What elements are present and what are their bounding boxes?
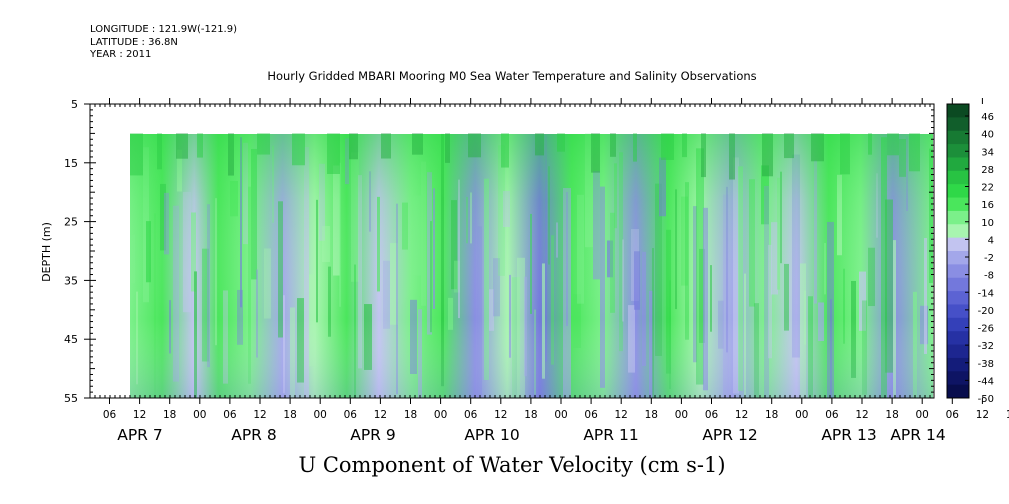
colorbar-swatch: [947, 104, 969, 118]
y-tick-label: 45: [64, 333, 78, 346]
colorbar-swatch: [947, 157, 969, 172]
colorbar-label: -50: [978, 394, 994, 405]
x-hour-label: 12: [976, 409, 989, 421]
colorbar-label: -14: [978, 288, 994, 299]
x-day-label: APR 8: [231, 426, 277, 444]
x-hour-label: 06: [584, 409, 598, 421]
x-hour-label: 18: [524, 409, 537, 421]
year-label: YEAR : 2011: [90, 49, 152, 60]
colorbar-frame: [946, 103, 970, 399]
colorbar-label: 22: [981, 183, 994, 194]
x-hour-label: 18: [283, 409, 296, 421]
x-day-label: APR 12: [702, 426, 757, 444]
y-tick-label: 5: [71, 98, 78, 111]
colorbar-swatch: [947, 357, 969, 372]
x-hour-label: 06: [825, 409, 839, 421]
colorbar-swatch: [947, 170, 969, 185]
colorbar-swatch: [947, 117, 969, 132]
x-hour-label: 06: [223, 409, 237, 421]
colorbar-swatch: [947, 184, 969, 199]
station-metadata: LONGITUDE : 121.9W(-121.9) LATITUDE : 36…: [90, 24, 237, 62]
colorbar-swatch: [947, 251, 969, 265]
chart-title: Hourly Gridded MBARI Mooring M0 Sea Wate…: [267, 69, 757, 83]
x-hour-label: 18: [765, 409, 778, 421]
x-hour-label: 12: [855, 409, 868, 421]
x-day-label: APR 10: [464, 426, 519, 444]
colorbar-swatch: [947, 210, 969, 225]
x-hour-label: 18: [645, 409, 658, 421]
colorbar-swatch: [947, 384, 969, 399]
colorbar-swatch: [947, 344, 969, 359]
latitude-label: LATITUDE : 36.8N: [90, 36, 178, 48]
colorbar-label: 34: [981, 147, 994, 158]
colorbar-label: -38: [978, 359, 994, 370]
x-day-label: APR 9: [350, 426, 396, 444]
colorbar-swatch: [947, 277, 969, 292]
x-hour-label: 00: [916, 409, 929, 421]
x-hour-label: 12: [253, 409, 266, 421]
x-hour-label: 12: [494, 409, 507, 421]
x-hour-label: 06: [344, 409, 358, 421]
x-hour-label: 00: [675, 409, 688, 421]
x-hour-label: 12: [374, 409, 387, 421]
colorbar-label: -2: [984, 253, 994, 264]
colorbar-label: -44: [978, 376, 994, 387]
colorbar-swatch: [947, 264, 969, 279]
y-axis-label: DEPTH (m): [40, 222, 53, 282]
longitude-label: LONGITUDE : 121.9W(-121.9): [90, 24, 237, 35]
colorbar-label: 40: [981, 130, 994, 141]
colorbar-label: -20: [978, 306, 994, 317]
y-tick-label: 15: [64, 157, 78, 170]
y-axis: 5 15 25 35 45 55: [64, 98, 934, 405]
y-tick-label: 25: [64, 216, 78, 229]
x-hour-label: 18: [885, 409, 898, 421]
x-hour-label: 06: [705, 409, 719, 421]
colorbar-label: -32: [978, 341, 994, 352]
plot-area: [89, 103, 935, 399]
colorbar-swatch: [947, 237, 969, 252]
x-day-label: APR 11: [583, 426, 638, 444]
x-hour-label: 12: [735, 409, 748, 421]
x-hour-label: 00: [193, 409, 206, 421]
colorbar-label: -8: [984, 271, 994, 282]
x-hour-label: 00: [314, 409, 327, 421]
colorbar-swatch: [947, 144, 969, 158]
x-hour-label: 18: [1006, 409, 1009, 421]
x-hour-label: 18: [404, 409, 417, 421]
x-hour-label: 06: [103, 409, 117, 421]
colorbar-label: 4: [988, 235, 994, 246]
colorbar-swatch: [947, 304, 969, 319]
y-tick-label: 55: [64, 392, 78, 405]
colorbar-label: 16: [981, 200, 994, 211]
x-hour-label: 12: [615, 409, 628, 421]
colorbar-swatch: [947, 317, 969, 332]
x-day-label: APR 13: [821, 426, 876, 444]
x-day-label: APR 7: [117, 426, 163, 444]
colorbar-swatch: [947, 197, 969, 212]
x-hour-label: 00: [795, 409, 808, 421]
colorbar: 46 40 34 28 22 16 10 4 -2 -8 -14 -20 -26 -32 -38 -44 -50: [946, 103, 994, 405]
colorbar-swatch: [947, 291, 969, 305]
colorbar-label: 28: [981, 165, 994, 176]
x-hour-label: 00: [554, 409, 567, 421]
colorbar-label: 46: [981, 112, 994, 123]
colorbar-swatch: [947, 371, 969, 386]
x-day-label: APR 14: [890, 426, 945, 444]
colorbar-label: -26: [978, 324, 994, 335]
colorbar-label: 10: [981, 218, 994, 229]
x-hour-label: 06: [946, 409, 960, 421]
x-hour-label: 06: [464, 409, 478, 421]
x-axis-label: U Component of Water Velocity (cm s-1): [298, 453, 726, 477]
x-axis: 06 12 18 00 06 12 18 00 06 12 18 00 06 12 18 00 06 12 18 00…: [94, 98, 1009, 444]
x-hour-label: 18: [163, 409, 176, 421]
colorbar-swatch: [947, 331, 969, 346]
surface-tint: [130, 134, 933, 398]
x-hour-label: 00: [434, 409, 447, 421]
x-hour-label: 12: [133, 409, 146, 421]
y-tick-label: 35: [64, 274, 78, 287]
colorbar-swatch: [947, 224, 969, 239]
colorbar-swatch: [947, 130, 969, 145]
